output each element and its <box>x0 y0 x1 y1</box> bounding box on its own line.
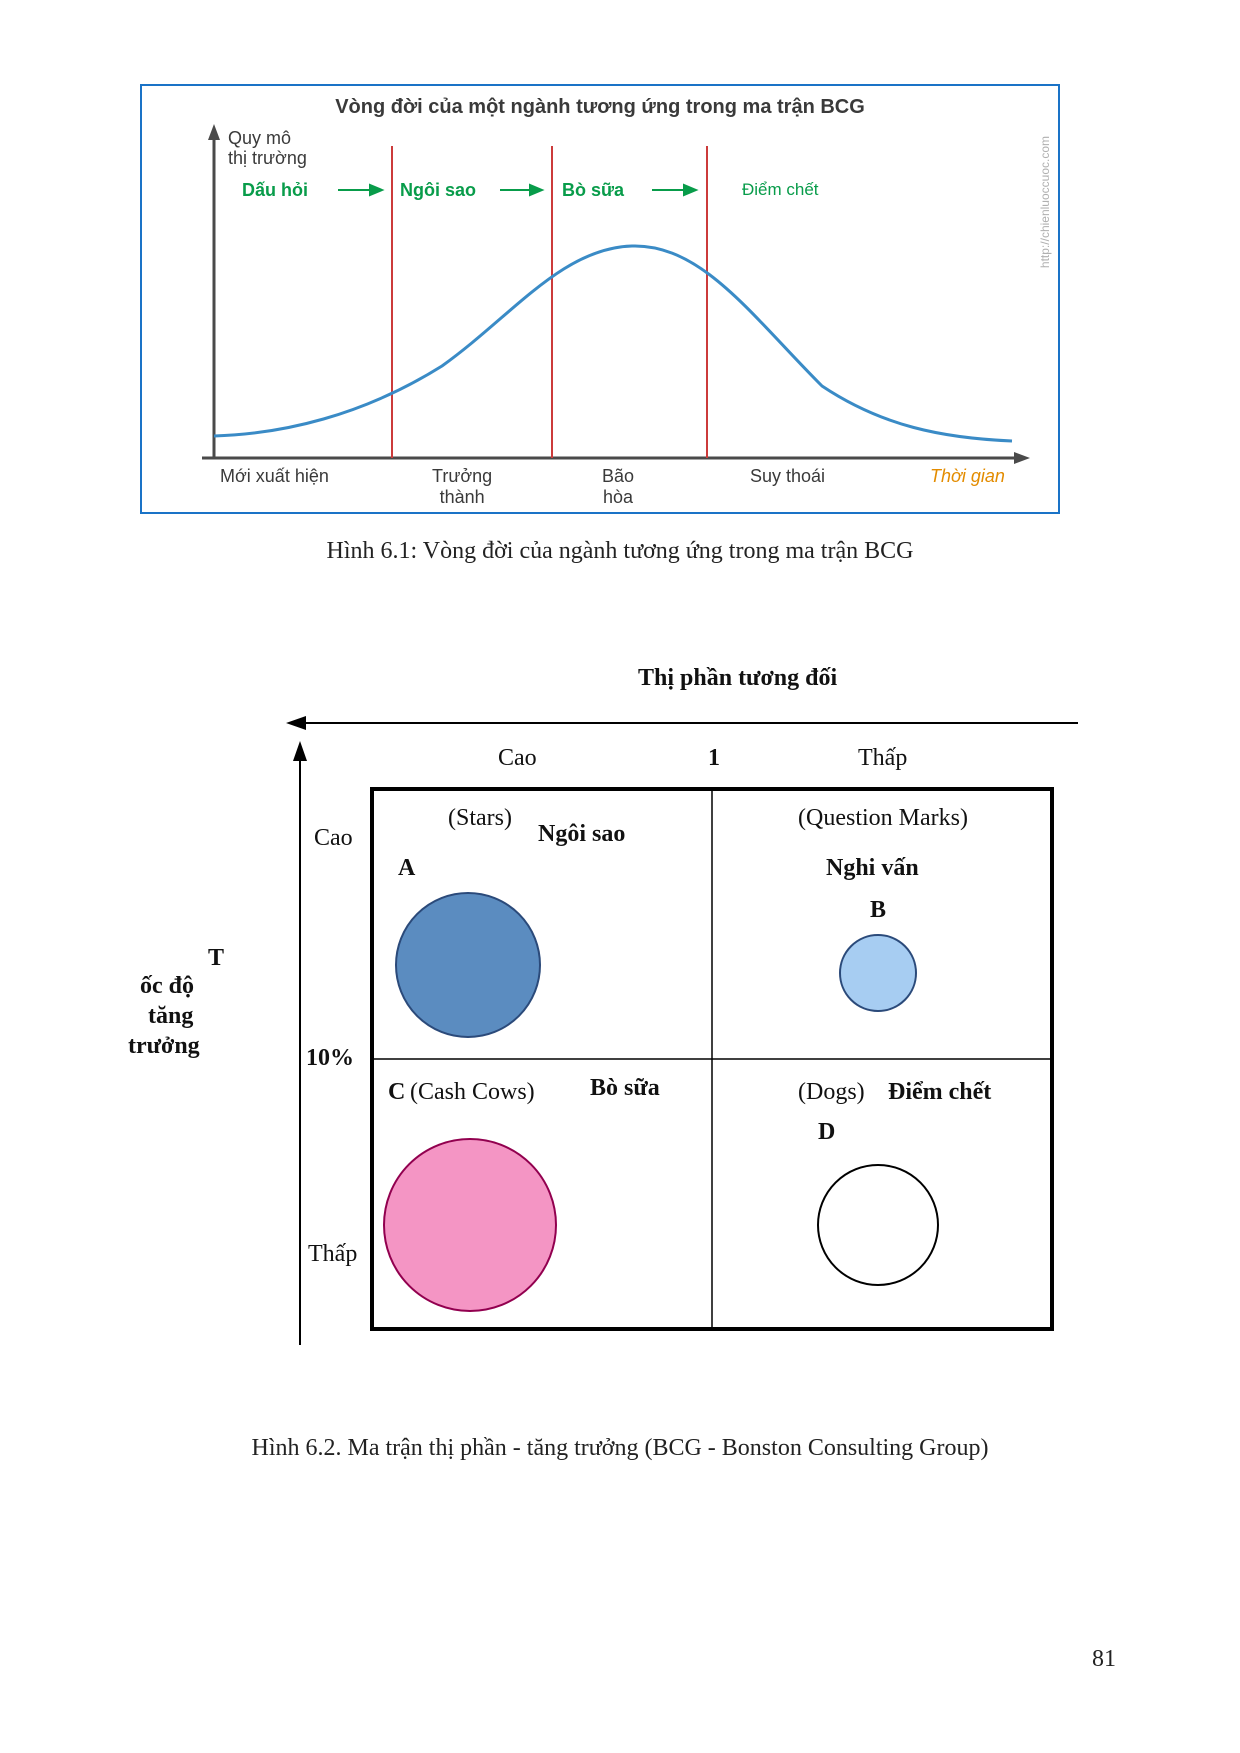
cows-letter: C <box>388 1079 405 1106</box>
y-title-0: T <box>208 945 224 972</box>
dogs-vi: Điểm chết <box>888 1079 991 1106</box>
qmarks-letter: B <box>870 897 886 924</box>
bcg-matrix: Thị phần tương đối Cao 1 Thấp T ốc độ tă… <box>118 665 1118 1385</box>
cows-en: (Cash Cows) <box>410 1079 535 1106</box>
cows-vi: Bò sữa <box>590 1075 660 1102</box>
dogs-en: (Dogs) <box>798 1079 865 1106</box>
x-mid: 1 <box>708 745 720 772</box>
y-title-1: ốc độ <box>140 973 194 1000</box>
x-axis-label: Thời gian <box>930 466 1005 487</box>
y-axis-label-2: thị trường <box>228 148 307 169</box>
x-high: Cao <box>498 745 537 772</box>
y-low: Thấp <box>308 1241 357 1268</box>
x-axis-title: Thị phần tương đối <box>638 665 837 692</box>
lifecycle-chart: Vòng đời của một ngành tương ứng trong m… <box>140 84 1060 514</box>
stars-letter: A <box>398 855 415 882</box>
stage-3: Bão hòa <box>602 466 634 508</box>
qmarks-vi: Nghi vấn <box>826 855 919 882</box>
y-high: Cao <box>314 825 353 852</box>
y-title-3: trưởng <box>128 1033 200 1060</box>
x-low: Thấp <box>858 745 907 772</box>
stage-4: Suy thoái <box>750 466 825 487</box>
dogs-letter: D <box>818 1119 835 1146</box>
caption-fig1: Hình 6.1: Vòng đời của ngành tương ứng t… <box>110 538 1130 565</box>
phase-ngoisao: Ngôi sao <box>400 180 476 201</box>
y-title-2: tăng <box>148 1003 193 1030</box>
stage-2: Trưởng thành <box>432 466 492 508</box>
stars-vi: Ngôi sao <box>538 821 625 848</box>
phase-dauhoi: Dấu hỏi <box>242 180 308 201</box>
phase-diemchet: Điểm chết <box>742 180 819 200</box>
qmarks-en: (Question Marks) <box>798 805 968 832</box>
stage-1: Mới xuất hiện <box>220 466 329 487</box>
stars-en: (Stars) <box>448 805 512 832</box>
caption-fig2: Hình 6.2. Ma trận thị phần - tăng trưởng… <box>110 1435 1130 1462</box>
page-number: 81 <box>1092 1646 1116 1673</box>
fig2-svg <box>118 665 1118 1385</box>
y-axis-label-1: Quy mô <box>228 128 291 149</box>
phase-bosua: Bò sữa <box>562 180 624 201</box>
y-mid: 10% <box>306 1045 354 1072</box>
